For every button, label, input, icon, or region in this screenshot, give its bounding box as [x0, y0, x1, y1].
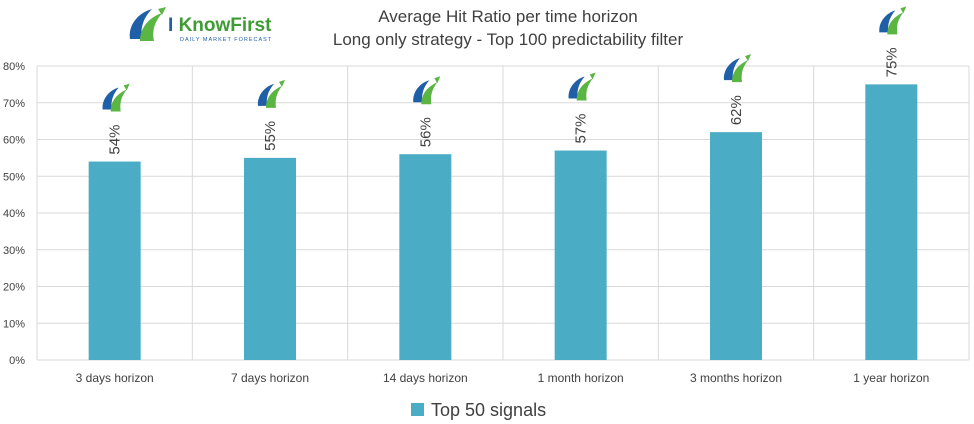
y-tick-label: 10% — [3, 318, 25, 330]
x-category-label: 14 days horizon — [383, 371, 468, 385]
data-label: 54% — [107, 125, 124, 155]
i-know-first-logo-icon — [413, 76, 441, 105]
y-axis-ticks: 0% 10% 20% 30% 40% 50% 60% 70% 80% — [3, 61, 25, 367]
logo-brand-text: I KnowFirst — [168, 15, 272, 36]
bar — [244, 157, 296, 360]
data-label: 56% — [417, 117, 434, 147]
i-know-first-logo-icon — [257, 79, 285, 108]
logo-tagline: DAILY MARKET FORECAST — [180, 37, 272, 43]
logo-swoosh-icon — [129, 7, 166, 41]
bar — [865, 84, 918, 360]
bar — [88, 161, 141, 360]
i-know-first-logo-icon — [879, 6, 907, 35]
chart-title: Average Hit Ratio per time horizon — [378, 7, 638, 26]
data-label: 55% — [262, 121, 279, 151]
x-category-label: 7 days horizon — [231, 371, 309, 385]
x-category-label: 1 year horizon — [853, 371, 929, 385]
x-axis-categories: 3 days horizon 7 days horizon 14 days hori… — [76, 371, 930, 385]
y-tick-label: 80% — [3, 61, 25, 73]
data-label: 62% — [728, 95, 745, 125]
y-tick-label: 30% — [3, 245, 25, 257]
data-label: 75% — [883, 47, 900, 77]
logo-brand-prefix: I — [168, 15, 179, 36]
data-label: 57% — [573, 114, 590, 144]
legend-label: Top 50 signals — [431, 400, 546, 420]
x-category-label: 3 days horizon — [76, 371, 154, 385]
y-tick-label: 40% — [3, 208, 25, 220]
data-labels: 54% 55% 56% 57% 62% 75% — [107, 47, 901, 154]
y-tick-label: 70% — [3, 98, 25, 110]
y-tick-label: 50% — [3, 171, 25, 183]
y-tick-label: 0% — [9, 355, 25, 367]
bars — [88, 84, 918, 360]
brand-logo: I KnowFirst DAILY MARKET FORECAST — [129, 7, 272, 43]
data-label-icons — [102, 6, 907, 112]
i-know-first-logo-icon — [723, 54, 751, 83]
x-category-label: 3 months horizon — [690, 371, 782, 385]
bar — [710, 132, 762, 360]
x-category-label: 1 month horizon — [538, 371, 624, 385]
y-tick-label: 20% — [3, 282, 25, 294]
gridlines — [36, 65, 970, 361]
logo-brand-name: KnowFirst — [179, 15, 273, 36]
y-tick-label: 60% — [3, 135, 25, 147]
bar — [554, 150, 607, 360]
legend: Top 50 signals — [411, 400, 546, 420]
legend-swatch — [411, 403, 424, 416]
bar — [399, 154, 452, 360]
i-know-first-logo-icon — [568, 72, 596, 101]
chart-subtitle: Long only strategy - Top 100 predictabil… — [333, 30, 684, 49]
i-know-first-logo-icon — [102, 83, 130, 112]
